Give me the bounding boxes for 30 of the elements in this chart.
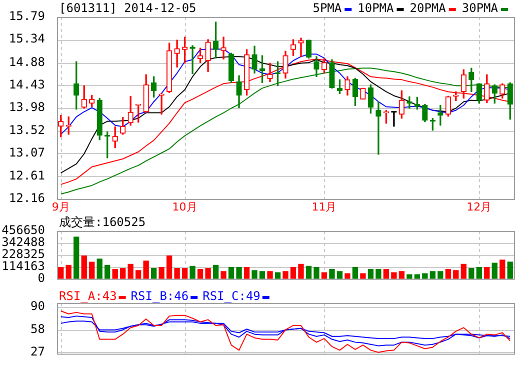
- x-tick-label: 9月: [52, 200, 70, 214]
- y-tick-label: 0: [38, 270, 45, 285]
- y-tick-label: 15.34: [8, 32, 45, 46]
- y-tick-label: 90: [30, 298, 45, 313]
- chart-title: [601311] 2014-12-05: [59, 1, 196, 16]
- y-tick-label: 12.16: [8, 191, 45, 206]
- legend-label: RSI_C:49: [202, 289, 260, 304]
- y-tick-label: 15.79: [8, 9, 45, 24]
- y-tick-label: 13.07: [8, 146, 45, 160]
- legend-label: RSI_A:43: [59, 289, 117, 304]
- legend-label: 30PMA: [462, 1, 499, 16]
- legend-label: 20PMA: [410, 1, 447, 16]
- y-tick-label: 58: [30, 322, 45, 336]
- legend-label: RSI_B:46: [130, 289, 189, 304]
- y-tick-label: 456650: [2, 223, 45, 238]
- x-tick-label: 11月: [312, 200, 337, 214]
- y-tick-label: 342488: [2, 235, 45, 250]
- y-tick-label: 13.52: [8, 122, 45, 137]
- y-tick-label: 228325: [2, 247, 45, 262]
- y-tick-label: 114163: [2, 258, 45, 273]
- x-tick-label: 12月: [466, 200, 492, 214]
- y-tick-label: 27: [30, 344, 45, 358]
- legend-label: 5PMA: [312, 1, 342, 16]
- chart-title: 成交量:160525: [59, 215, 146, 230]
- y-tick-label: 14.43: [8, 77, 45, 92]
- legend-label: 10PMA: [358, 1, 395, 16]
- x-tick-label: 10月: [172, 200, 198, 214]
- y-tick-label: 12.61: [8, 168, 45, 183]
- y-tick-label: 13.98: [8, 100, 45, 114]
- y-tick-label: 14.88: [8, 54, 45, 69]
